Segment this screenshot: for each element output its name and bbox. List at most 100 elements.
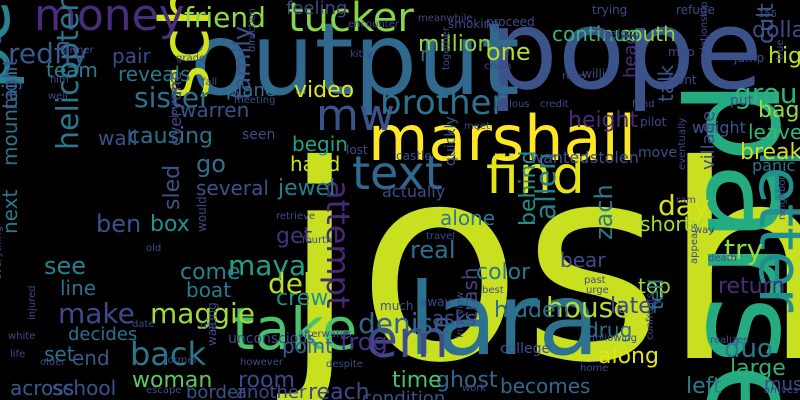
word-date: date	[132, 319, 155, 330]
word-sister: sister	[134, 81, 211, 114]
word-however: however	[240, 357, 283, 368]
word-unconscious: unconscious	[228, 331, 315, 347]
word-trip: trip	[200, 321, 218, 332]
word-well: well	[48, 91, 68, 102]
word-plane: plane	[226, 80, 276, 101]
word-night: night	[0, 58, 22, 110]
word-older: older	[40, 357, 66, 368]
word-del: del	[268, 267, 311, 300]
word-arrives: arrives	[764, 385, 799, 396]
word-real: real	[410, 236, 456, 264]
word-college: college	[500, 341, 551, 357]
word-trying: trying	[592, 3, 628, 17]
word-time: time	[392, 368, 442, 393]
word-height: height	[568, 108, 639, 133]
word-money: money	[34, 0, 185, 41]
word-large: large	[730, 356, 786, 381]
word-mw: mw	[316, 90, 395, 141]
word-take: take	[232, 295, 358, 363]
word-pope: pope	[488, 0, 763, 114]
word-team: team	[46, 58, 98, 82]
word-room: room	[238, 368, 295, 393]
word-rope: rope	[562, 71, 585, 82]
word-life: life	[10, 349, 26, 360]
word-fourth: fourth	[302, 235, 333, 246]
word-video: video	[294, 78, 355, 103]
word-lara: lara	[408, 261, 600, 378]
word-white: white	[8, 331, 36, 342]
word-left: left	[686, 374, 722, 399]
word-redfly: redfly	[8, 37, 89, 70]
word-come: come	[180, 260, 241, 285]
word-best: best	[482, 285, 504, 296]
word-text: text	[352, 146, 443, 200]
word-wanted: wanted	[530, 148, 590, 167]
word-jump: jump	[734, 51, 765, 65]
word-kitty: kitty	[350, 49, 373, 60]
word-neighbor: neighbor	[777, 175, 788, 220]
word-crush: crush	[484, 61, 512, 72]
word-house: house	[546, 291, 631, 324]
word-top: top	[638, 274, 671, 298]
word-direction: direction	[247, 8, 258, 52]
word-reach: reach	[308, 380, 370, 400]
word-credit: credit	[540, 99, 569, 110]
word-urge: urge	[586, 285, 609, 296]
word-wall: wall	[98, 126, 138, 150]
word-despite: despite	[326, 359, 363, 370]
word-move: move	[638, 145, 678, 161]
word-together: together	[441, 26, 452, 70]
word-fund: fund	[632, 99, 655, 110]
word-quickly: quickly	[443, 116, 459, 166]
word-duo: duo	[724, 334, 773, 364]
word-grade: grade	[176, 53, 206, 64]
word-meanwhile: meanwhile	[418, 13, 473, 24]
word-reveals: reveals	[118, 62, 191, 86]
word-following: following	[592, 333, 637, 344]
word-back: back	[130, 335, 207, 373]
word-map: map	[668, 45, 695, 59]
word-bear: bear	[560, 248, 606, 272]
word-get: get	[276, 224, 313, 249]
word-color: color	[476, 260, 531, 285]
word-output: output	[190, 1, 520, 118]
word-warren: warren	[180, 98, 250, 122]
word-break: break	[740, 140, 800, 165]
word-denise: denise	[358, 307, 451, 340]
word-jewel: jewel	[278, 176, 336, 201]
word-find: find	[486, 146, 585, 206]
word-willie: willie	[582, 67, 613, 81]
word-pair: pair	[112, 44, 151, 68]
word-causing: causing	[128, 124, 214, 149]
word-actually: actually	[382, 182, 446, 201]
word-afterwards: afterwards	[298, 329, 352, 340]
word-realizes: realizes	[710, 335, 749, 346]
word-zach: zach	[590, 184, 618, 240]
word-meet: meet	[464, 121, 490, 132]
word-proceed: proceed	[486, 15, 535, 29]
word-another: another	[236, 382, 307, 400]
word-make: make	[58, 297, 135, 330]
word-attempt: attempt	[319, 180, 357, 309]
word-must: must	[764, 374, 800, 395]
word-feeling: feeling	[286, 0, 348, 19]
word-letter: letter	[745, 150, 800, 313]
word-pilot: pilot	[640, 115, 667, 129]
word-smoking: smoking	[448, 17, 499, 31]
word-old: old	[146, 243, 162, 254]
word-pt: 155	[758, 9, 778, 20]
word-one: one	[486, 38, 531, 66]
word-farmer: farmer	[60, 45, 94, 56]
word-continue: continue	[552, 22, 639, 46]
word-away: away	[420, 295, 452, 309]
word-castle: castle	[396, 149, 432, 163]
word-way: way	[694, 225, 715, 236]
word-interview: interview	[455, 291, 466, 338]
word-panic: panic	[752, 156, 796, 175]
word-maya: maya	[228, 249, 307, 282]
word-alone: alone	[440, 206, 496, 230]
word-decides: decides	[68, 324, 138, 345]
word-work: work	[462, 383, 487, 394]
word-sled: sled	[160, 164, 185, 210]
